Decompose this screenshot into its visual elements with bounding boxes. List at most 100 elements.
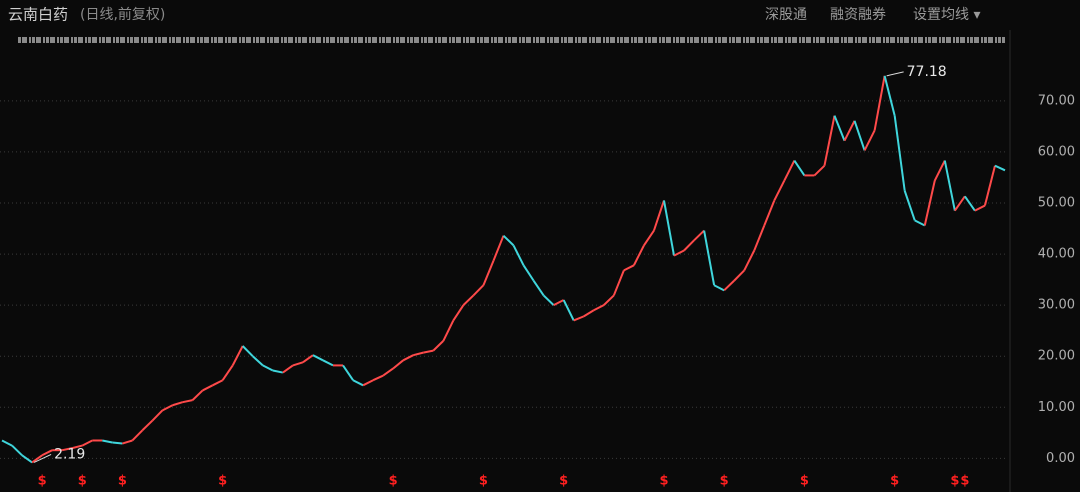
event-marker: $ bbox=[118, 474, 127, 489]
price-segment bbox=[502, 234, 515, 247]
price-segment bbox=[342, 364, 354, 381]
price-segment bbox=[141, 419, 154, 431]
price-segment bbox=[553, 299, 565, 307]
price-segment bbox=[743, 250, 756, 271]
price-segment bbox=[853, 120, 866, 151]
price-segment bbox=[162, 404, 173, 412]
price-segment bbox=[482, 260, 495, 286]
price-segment bbox=[954, 195, 966, 212]
event-marker: $ bbox=[479, 474, 488, 489]
price-segment bbox=[151, 409, 164, 422]
price-segment bbox=[522, 264, 535, 282]
price-segment bbox=[282, 364, 294, 374]
event-marker: $ bbox=[720, 474, 729, 489]
event-marker: $ bbox=[960, 474, 969, 489]
event-marker: $ bbox=[559, 474, 568, 489]
price-segment bbox=[983, 165, 996, 206]
price-segment bbox=[402, 354, 414, 362]
annotation: 77.18 bbox=[907, 64, 947, 80]
price-segment bbox=[112, 441, 123, 445]
nav-link[interactable]: 融资融券 bbox=[830, 7, 886, 23]
price-segment bbox=[202, 384, 214, 392]
price-segment bbox=[292, 361, 304, 367]
price-segment bbox=[41, 449, 53, 457]
price-segment bbox=[974, 204, 986, 212]
event-marker: $ bbox=[38, 474, 47, 489]
price-segment bbox=[252, 355, 264, 367]
price-segment bbox=[863, 130, 876, 151]
price-segment bbox=[603, 294, 615, 306]
price-segment bbox=[763, 200, 776, 226]
y-tick-label: 50.00 bbox=[1038, 196, 1075, 211]
price-segment bbox=[302, 354, 314, 364]
price-segment bbox=[923, 180, 936, 226]
event-marker: $ bbox=[78, 474, 87, 489]
price-segment bbox=[61, 447, 73, 452]
price-segment bbox=[122, 439, 133, 445]
event-marker: $ bbox=[890, 474, 899, 489]
y-tick-label: 10.00 bbox=[1038, 400, 1075, 415]
price-segment bbox=[432, 340, 445, 352]
price-segment bbox=[71, 444, 83, 450]
nav-link[interactable]: 深股通 bbox=[765, 7, 807, 23]
price-segment bbox=[172, 401, 183, 407]
price-segment bbox=[272, 369, 284, 374]
event-marker: $ bbox=[950, 474, 959, 489]
y-tick-label: 30.00 bbox=[1038, 298, 1075, 313]
y-tick-label: 70.00 bbox=[1038, 93, 1075, 108]
y-tick-label: 0.00 bbox=[1046, 451, 1075, 466]
price-segment bbox=[212, 379, 224, 387]
price-segment bbox=[632, 244, 645, 266]
price-segment bbox=[994, 164, 1006, 172]
price-segment bbox=[312, 354, 324, 362]
price-segment bbox=[31, 454, 43, 464]
price-segment bbox=[81, 439, 93, 447]
subtitle: (日线,前复权) bbox=[80, 6, 165, 23]
price-segment bbox=[643, 230, 655, 246]
event-marker: $ bbox=[389, 474, 398, 489]
price-segment bbox=[131, 429, 144, 442]
price-segment bbox=[783, 160, 796, 181]
price-segment bbox=[242, 345, 254, 357]
price-segment bbox=[562, 299, 575, 321]
price-segment bbox=[362, 379, 374, 387]
price-segment bbox=[472, 284, 485, 297]
price-segment bbox=[11, 444, 23, 457]
price-segment bbox=[492, 235, 505, 262]
y-tick-label: 20.00 bbox=[1038, 349, 1075, 364]
price-segment bbox=[683, 239, 695, 252]
price-segment bbox=[703, 230, 716, 286]
price-segment bbox=[883, 75, 896, 116]
price-segment bbox=[713, 284, 725, 292]
annotation: 2.19 bbox=[54, 446, 85, 462]
price-segment bbox=[462, 294, 475, 306]
price-segment bbox=[191, 389, 204, 401]
event-marker: $ bbox=[800, 474, 809, 489]
price-segment bbox=[372, 374, 384, 382]
price-segment bbox=[914, 219, 926, 227]
price-segment bbox=[593, 304, 605, 312]
price-segment bbox=[793, 160, 806, 176]
price-segment bbox=[893, 115, 906, 191]
price-segment bbox=[452, 304, 465, 322]
price-segment bbox=[823, 115, 836, 166]
price-segment bbox=[21, 454, 33, 464]
price-segment bbox=[532, 280, 545, 297]
price-segment bbox=[262, 364, 274, 372]
annotation-arrow bbox=[886, 71, 904, 77]
price-segment bbox=[903, 190, 916, 221]
price-segment bbox=[231, 345, 244, 366]
price-segment bbox=[833, 115, 846, 142]
price-segment bbox=[873, 75, 886, 131]
price-segment bbox=[583, 309, 595, 318]
price-segment bbox=[964, 195, 976, 212]
price-segment bbox=[1, 439, 13, 447]
price-segment bbox=[182, 399, 193, 404]
price-segment bbox=[753, 225, 766, 251]
stock-name: 云南白药 bbox=[8, 6, 68, 24]
price-segment bbox=[612, 270, 625, 296]
nav-link[interactable]: 设置均线 ▾ bbox=[913, 7, 980, 23]
price-segment bbox=[693, 229, 705, 242]
